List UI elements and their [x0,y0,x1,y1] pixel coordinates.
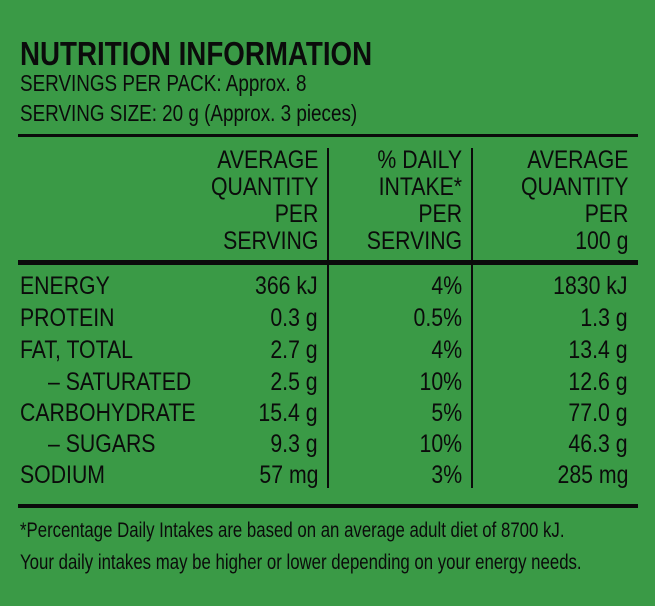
daily-intake-value: 4% [431,272,462,300]
nutrient-label: CARBOHYDRATE [20,399,196,427]
daily-intake-value: 5% [431,399,462,427]
servings-per-pack: SERVINGS PER PACK: Approx. 8 [20,70,307,96]
nutrient-label: – SATURATED [48,368,192,396]
per-100g-value: 77.0 g [568,399,628,427]
per-100g-value: 285 mg [557,461,628,489]
column-divider [327,148,329,488]
per-100g-value: 46.3 g [568,430,628,458]
footnote-line-2: Your daily intakes may be higher or lowe… [20,551,582,574]
footnote-line-1: *Percentage Daily Intakes are based on a… [20,519,565,542]
table-row: ENERGY 366 kJ 4% 1830 kJ [0,271,655,302]
per-serving-value: 0.3 g [270,304,318,332]
nutrient-label: PROTEIN [20,304,115,332]
bottom-rule [18,504,638,508]
column-header-per-serving: AVERAGE QUANTITY PER SERVING [210,146,318,255]
table-row: SODIUM 57 mg 3% 285 mg [0,460,655,491]
header-rule [18,260,638,265]
per-serving-value: 2.7 g [270,336,318,364]
daily-intake-value: 0.5% [413,304,462,332]
daily-intake-value: 10% [419,368,462,396]
top-rule [18,134,638,137]
serving-size: SERVING SIZE: 20 g (Approx. 3 pieces) [20,100,358,126]
table-row: FAT, TOTAL 2.7 g 4% 13.4 g [0,335,655,366]
per-100g-value: 13.4 g [568,336,628,364]
table-row: CARBOHYDRATE 15.4 g 5% 77.0 g [0,398,655,429]
per-100g-value: 1.3 g [580,304,628,332]
daily-intake-value: 10% [419,430,462,458]
nutrient-label: FAT, TOTAL [20,336,133,364]
table-row: PROTEIN 0.3 g 0.5% 1.3 g [0,303,655,334]
table-row: – SUGARS 9.3 g 10% 46.3 g [0,429,655,460]
per-serving-value: 2.5 g [270,368,318,396]
per-100g-value: 12.6 g [568,368,628,396]
per-serving-value: 15.4 g [258,399,318,427]
nutrient-label: SODIUM [20,461,105,489]
column-divider [471,148,473,488]
table-row: – SATURATED 2.5 g 10% 12.6 g [0,367,655,398]
per-serving-value: 366 kJ [255,272,318,300]
daily-intake-value: 3% [431,461,462,489]
column-header-daily-intake: % DAILY INTAKE* PER SERVING [366,146,462,255]
nutrient-label: – SUGARS [48,430,156,458]
nutrient-label: ENERGY [20,272,110,300]
per-serving-value: 9.3 g [270,430,318,458]
per-serving-value: 57 mg [258,461,318,489]
panel-title: NUTRITION INFORMATION [20,35,373,72]
column-header-per-100g: AVERAGE QUANTITY PER 100 g [520,146,628,255]
per-100g-value: 1830 kJ [553,272,628,300]
daily-intake-value: 4% [431,336,462,364]
